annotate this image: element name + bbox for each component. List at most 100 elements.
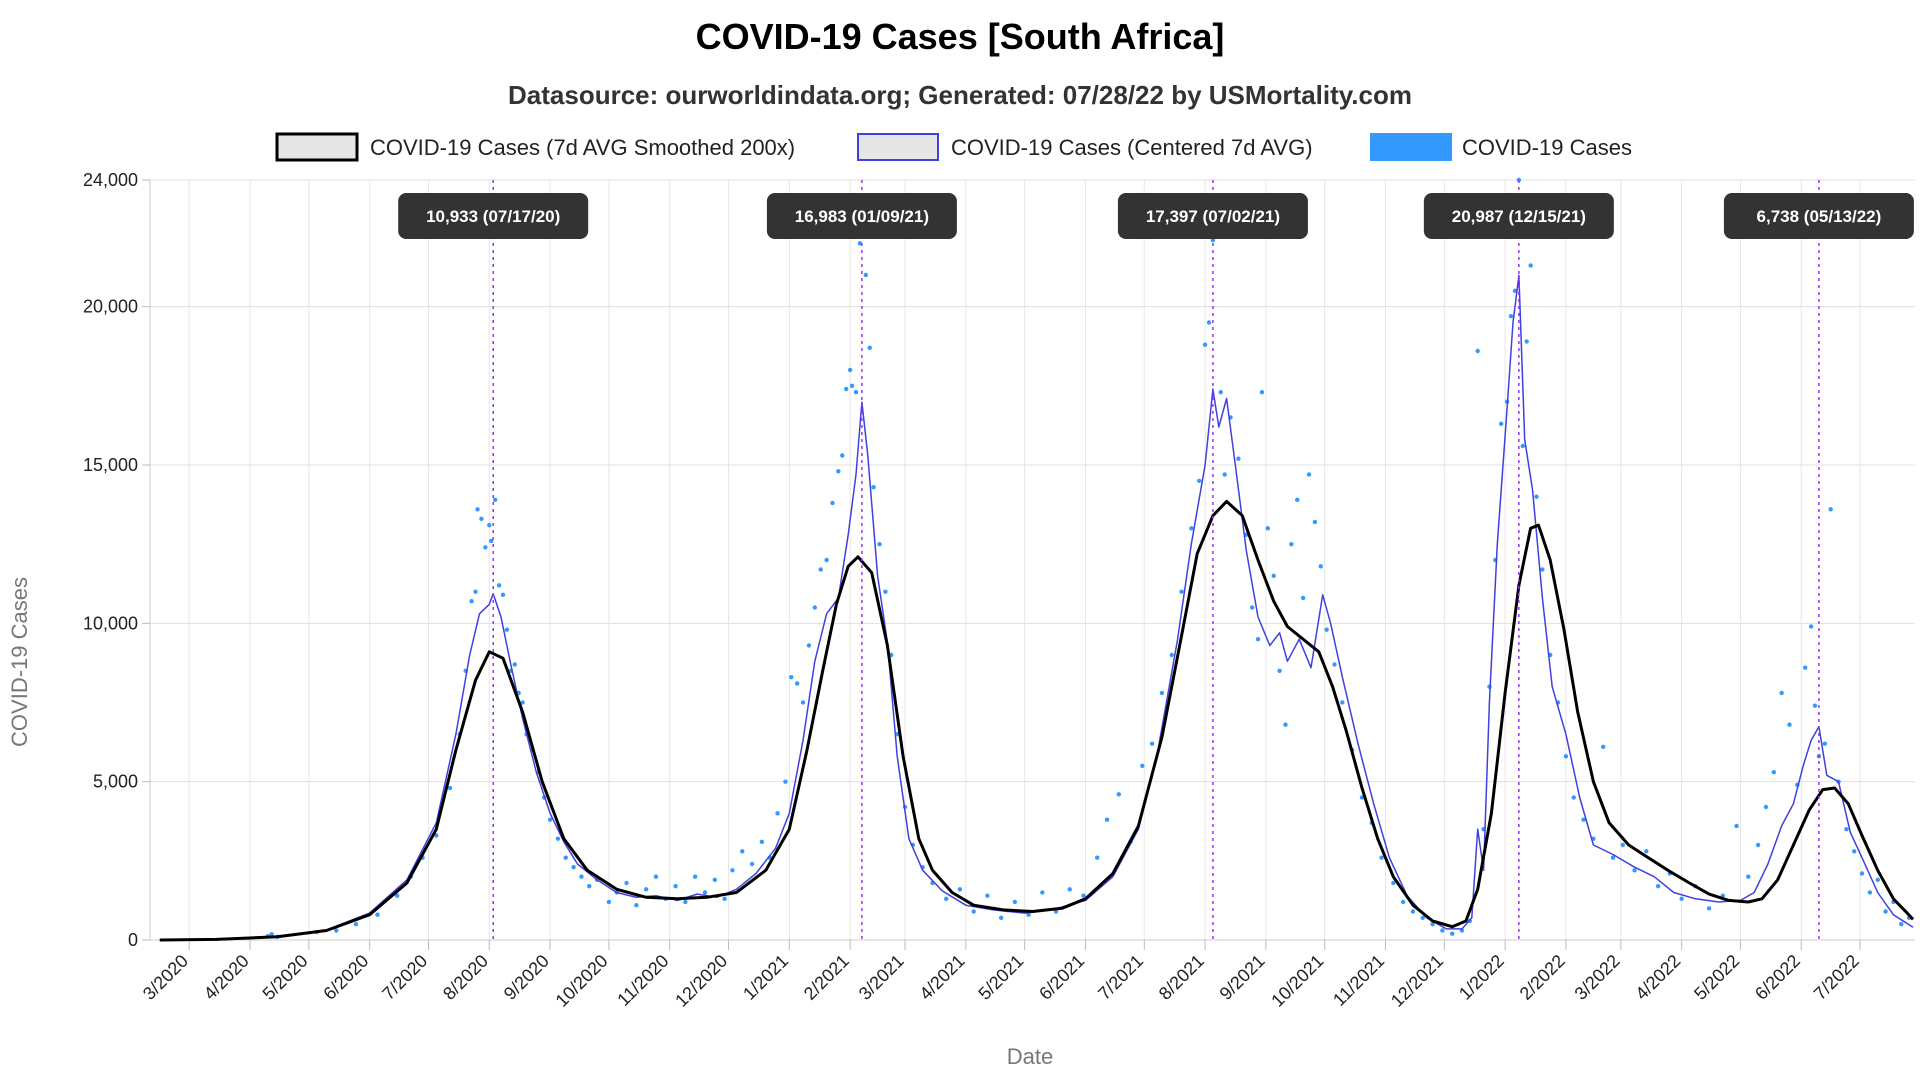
legend-label-cases: COVID-19 Cases bbox=[1462, 135, 1632, 160]
x-tick-label: 7/2021 bbox=[1094, 951, 1147, 1004]
data-point-cases bbox=[730, 868, 735, 873]
data-point-cases bbox=[1620, 842, 1625, 848]
data-point-cases bbox=[1159, 690, 1165, 696]
data-point-cases bbox=[1196, 478, 1202, 484]
y-tick-label: 0 bbox=[128, 930, 138, 950]
chart-title: COVID-19 Cases [South Africa] bbox=[695, 16, 1225, 57]
y-axis: 0 5,000 10,000 15,000 20,000 24,000 bbox=[83, 170, 150, 950]
data-point-cases bbox=[1104, 817, 1110, 822]
x-tick-label: 11/2021 bbox=[1329, 951, 1388, 1010]
data-point-cases bbox=[1318, 564, 1323, 569]
data-point-cases bbox=[1512, 288, 1518, 294]
data-point-cases bbox=[1300, 595, 1306, 601]
data-point-cases bbox=[1222, 472, 1227, 477]
annotations: 10,933 (07/17/20) 16,983 (01/09/21) 17,397… bbox=[398, 180, 1914, 940]
data-point-cases bbox=[1571, 795, 1576, 800]
legend-swatch-cases[interactable] bbox=[1370, 133, 1452, 161]
data-point-cases bbox=[504, 627, 510, 632]
annotation-label: 10,933 (07/17/20) bbox=[426, 207, 560, 226]
data-point-cases bbox=[1899, 921, 1904, 927]
annotation-box bbox=[1423, 193, 1614, 239]
data-point-cases bbox=[836, 469, 841, 474]
data-point-cases bbox=[634, 902, 639, 908]
data-point-cases bbox=[1116, 792, 1121, 797]
data-point-cases bbox=[1563, 754, 1569, 759]
x-tick-label: 5/2020 bbox=[259, 951, 312, 1004]
data-point-cases bbox=[1040, 890, 1045, 895]
data-point-cases bbox=[500, 592, 506, 598]
annotation-box bbox=[398, 193, 589, 239]
x-axis-title: Date bbox=[1007, 1044, 1053, 1069]
data-point-cases bbox=[1644, 849, 1649, 854]
data-point-cases bbox=[1210, 237, 1216, 243]
data-point-cases bbox=[1787, 722, 1792, 727]
data-point-cases bbox=[1867, 890, 1873, 895]
annotation-box bbox=[1117, 193, 1308, 239]
data-point-cases bbox=[1875, 877, 1880, 883]
data-point-cases bbox=[702, 890, 708, 895]
data-point-cases bbox=[1763, 804, 1769, 810]
series-line-smoothed bbox=[159, 499, 1915, 942]
data-point-cases bbox=[571, 864, 576, 870]
data-point-cases bbox=[1779, 690, 1784, 696]
x-tick-label: 2/2022 bbox=[1516, 951, 1569, 1004]
data-point-cases bbox=[489, 538, 494, 544]
data-point-cases bbox=[1679, 896, 1684, 902]
x-tick-label: 3/2020 bbox=[139, 951, 192, 1004]
data-point-cases bbox=[375, 912, 380, 917]
x-tick-label: 8/2020 bbox=[439, 951, 492, 1004]
data-point-cases bbox=[606, 899, 612, 905]
data-point-cases bbox=[1340, 700, 1345, 705]
data-point-cases bbox=[843, 386, 849, 392]
data-point-cases bbox=[749, 861, 755, 867]
data-point-cases bbox=[877, 541, 882, 547]
data-point-cases bbox=[1859, 871, 1865, 876]
data-point-cases bbox=[1852, 849, 1857, 854]
x-tick-label: 12/2021 bbox=[1387, 951, 1447, 1011]
annotation-label: 6,738 (05/13/22) bbox=[1757, 207, 1882, 226]
data-point-cases bbox=[483, 545, 488, 550]
series-line-centered-7d bbox=[159, 274, 1914, 941]
data-point-cases bbox=[1332, 662, 1337, 667]
data-point-cases bbox=[794, 681, 800, 686]
data-point-cases bbox=[853, 389, 859, 395]
legend-swatch-smoothed[interactable] bbox=[275, 132, 359, 162]
annotation-label: 17,397 (07/02/21) bbox=[1146, 207, 1280, 226]
data-point-cases bbox=[998, 915, 1004, 921]
data-point-cases bbox=[1218, 389, 1223, 395]
data-point-cases bbox=[883, 589, 888, 594]
legend-swatch-centered[interactable] bbox=[857, 133, 939, 161]
y-tick-label: 10,000 bbox=[83, 613, 138, 633]
data-point-cases bbox=[1600, 744, 1606, 750]
data-point-cases bbox=[1271, 573, 1276, 579]
data-point-cases bbox=[683, 899, 688, 905]
x-tick-label: 2/2021 bbox=[800, 951, 853, 1004]
data-point-cases bbox=[1277, 668, 1282, 674]
data-point-cases bbox=[1249, 605, 1255, 610]
data-point-cases bbox=[1822, 741, 1827, 746]
annotation-box bbox=[766, 193, 957, 239]
data-point-cases bbox=[394, 893, 400, 898]
data-point-cases bbox=[1499, 421, 1504, 427]
data-point-cases bbox=[1259, 389, 1265, 395]
x-tick-label: 4/2021 bbox=[916, 951, 969, 1004]
data-point-cases bbox=[1508, 313, 1514, 319]
data-point-cases bbox=[1610, 855, 1616, 860]
data-point-cases bbox=[1379, 855, 1384, 860]
data-point-cases bbox=[473, 589, 478, 594]
data-point-cases bbox=[353, 921, 359, 927]
data-point-cases bbox=[1883, 909, 1888, 914]
data-point-cases bbox=[812, 605, 818, 610]
x-tick-label: 12/2020 bbox=[671, 951, 731, 1011]
data-point-cases bbox=[1706, 906, 1712, 911]
data-point-cases bbox=[1655, 883, 1661, 889]
data-point-cases bbox=[712, 877, 717, 883]
data-point-cases bbox=[487, 522, 492, 528]
data-point-cases bbox=[1449, 931, 1455, 936]
data-point-cases bbox=[1283, 722, 1288, 727]
data-point-cases bbox=[512, 662, 517, 667]
data-point-cases bbox=[475, 507, 480, 512]
data-point-cases bbox=[269, 932, 274, 937]
x-tick-label: 6/2020 bbox=[319, 951, 372, 1004]
data-point-cases bbox=[1289, 541, 1294, 547]
